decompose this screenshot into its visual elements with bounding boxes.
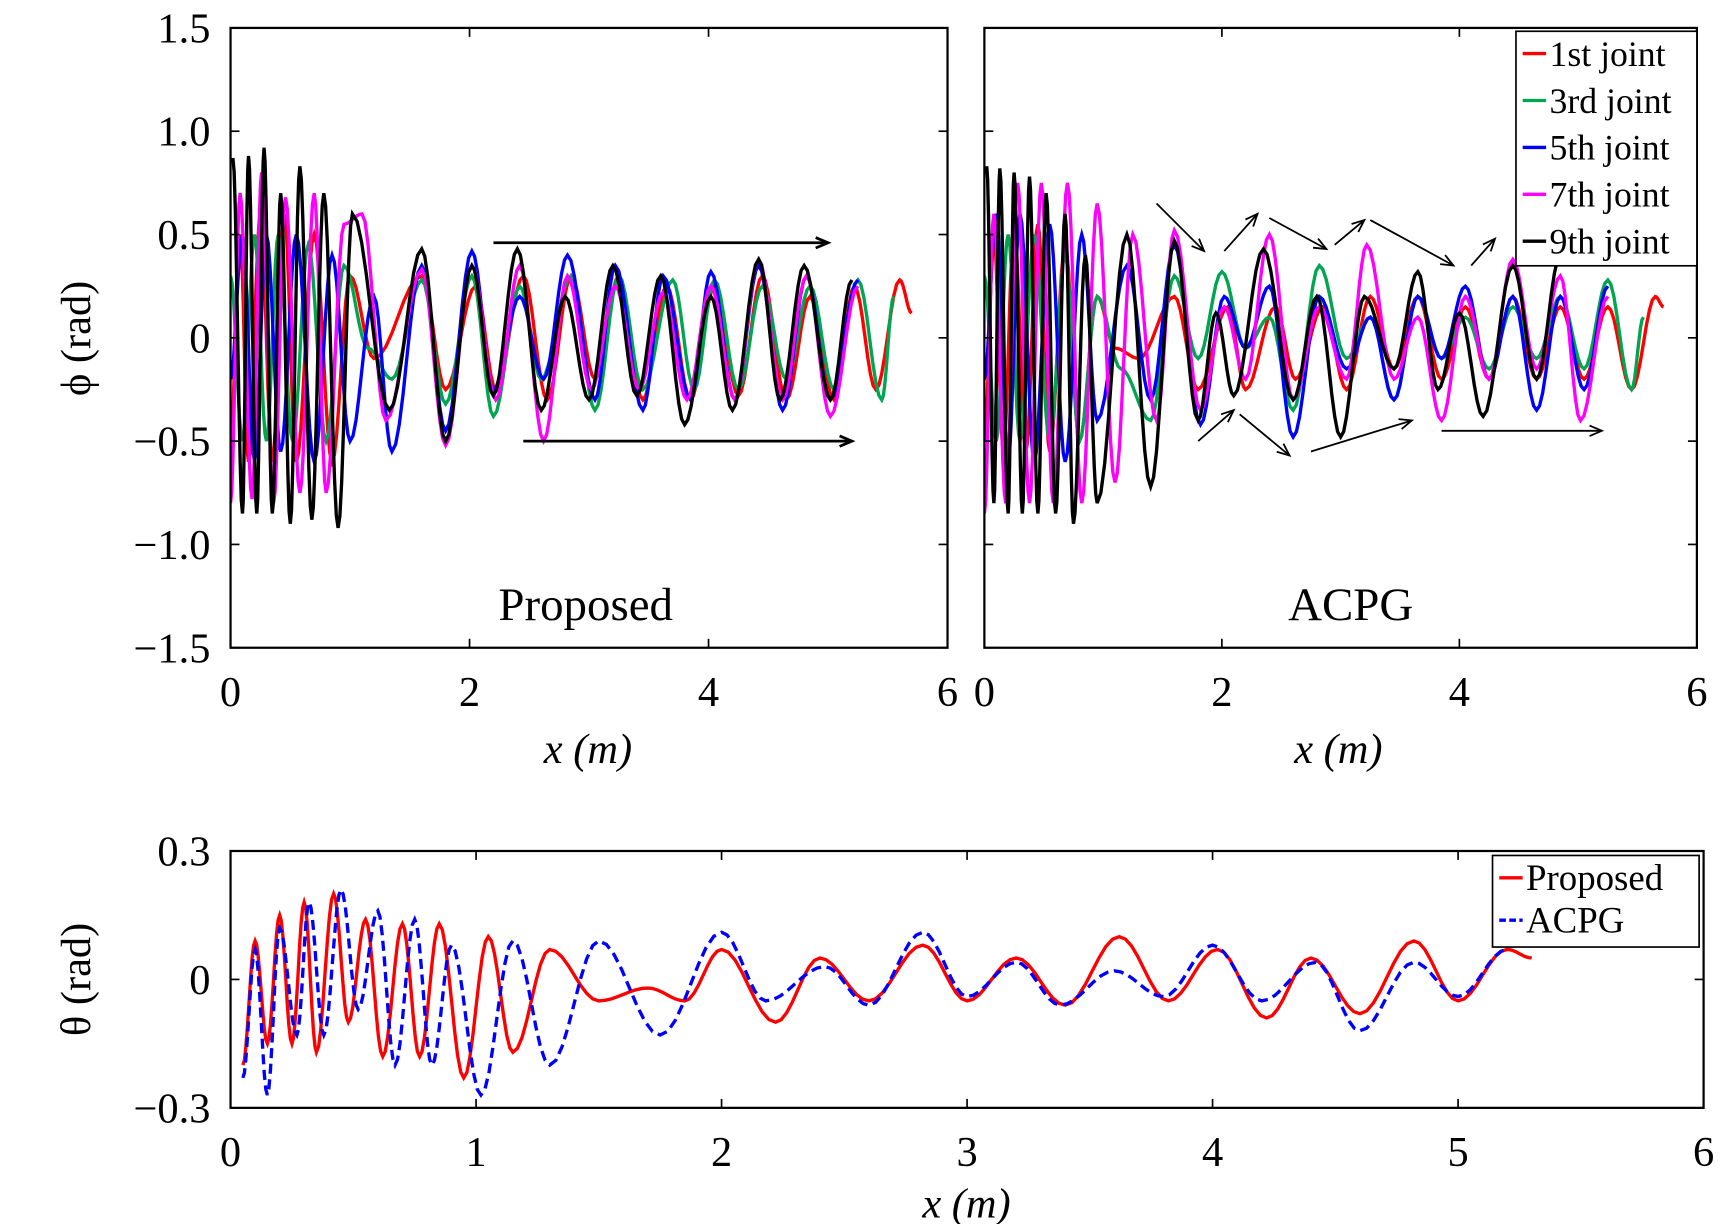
y-tick-label: 1.0 [157,109,210,156]
x-tick-label: 4 [1202,1129,1223,1176]
x-tick-label: 0 [974,669,995,716]
annotation-arrowhead [1589,424,1605,437]
legend-label: 5th joint [1549,128,1669,168]
axes-frame [229,849,1705,1109]
series-line-acpg [241,885,1508,1099]
panel-acpg: 0 2 4 6 1st joint 3rd joint 5th joint 7th joint… [974,26,1707,716]
plot-area [230,147,913,529]
legend-label: Proposed [1526,857,1663,898]
x-axis-label-proposed: x (m) [543,726,632,773]
annotation-arrow [1310,419,1413,453]
annotation-arrow [1155,202,1205,252]
legend-label: ACPG [1526,900,1624,941]
legend-label: 1st joint [1549,34,1665,74]
annotation-arrowhead [1191,238,1206,253]
annotation-arrowhead [815,236,832,250]
annotation-arrowhead [839,434,856,448]
x-tick-label: 5 [1447,1129,1468,1176]
y-tick-label: 0 [189,957,210,1004]
panel-label-acpg: ACPG [1288,579,1413,631]
y-tick-label: 0.3 [157,829,210,876]
series-line-9th-joint [985,166,1562,525]
series-line-7th-joint [984,182,1610,514]
series-line-9th-joint [231,147,854,529]
x-tick-label: 0 [220,1129,241,1176]
y-tick-label: −0.3 [133,1085,210,1132]
panel-proposed: 0 2 4 6 1.5 1.0 0.5 0 −0.5 −1.0 −1.5 [133,5,958,715]
y-tick-label: −0.5 [133,419,210,466]
annotation-arrowhead [1482,236,1497,252]
x-tick-label: 2 [1211,669,1232,716]
legend-label: 9th joint [1549,222,1669,262]
x-tick-label: 4 [698,669,719,716]
y-tick-label: 0 [189,315,210,362]
series-line-proposed [241,888,1532,1082]
legend-label: 3rd joint [1549,81,1671,121]
x-tick-label: 2 [459,669,480,716]
panel-label-proposed: Proposed [498,579,673,631]
y-axis-label-phi: ϕ (rad) [53,281,100,396]
x-tick-label: 0 [220,669,241,716]
annotation-arrowhead [1220,408,1236,423]
x-tick-label: 6 [1686,669,1707,716]
annotation-arrow [1369,219,1454,267]
x-axis-label-acpg: x (m) [1293,726,1382,773]
legend-box [1491,854,1700,948]
x-tick-label: 1 [465,1129,486,1176]
annotation-arrowhead [1245,212,1260,227]
annotation-arrow [1470,238,1496,267]
annotation-arrowhead [1276,443,1292,458]
series-line-7th-joint [230,172,860,504]
x-tick-label: 3 [956,1129,977,1176]
plot-area [241,885,1532,1099]
annotation-arrow [1268,217,1327,250]
x-tick-label: 2 [711,1129,732,1176]
x-tick-label: 6 [1693,1129,1714,1176]
annotation-arrow [1334,219,1365,246]
plot-area [984,166,1665,525]
legend-label: 7th joint [1549,175,1669,215]
annotation-arrow [1223,213,1259,252]
annotation-arrow [1239,413,1291,457]
annotation-arrowhead [1398,418,1415,430]
x-tick-label: 6 [937,669,958,716]
annotation-arrow [1197,409,1235,442]
x-axis-label-theta: x (m) [921,1180,1010,1224]
annotation-arrowhead [1312,237,1329,251]
x-tick-label: 4 [1449,669,1470,716]
y-tick-label: −1.0 [133,522,210,569]
y-axis-label-theta: θ (rad) [53,923,100,1036]
y-tick-label: 1.5 [157,5,210,52]
y-tick-label: 0.5 [157,212,210,259]
annotation-arrowhead [1440,254,1456,267]
annotation-arrowhead [1351,218,1367,233]
legend: 1st joint 3rd joint 5th joint 7th joint 9th … [1515,30,1698,267]
y-tick-label: −1.5 [133,625,210,672]
